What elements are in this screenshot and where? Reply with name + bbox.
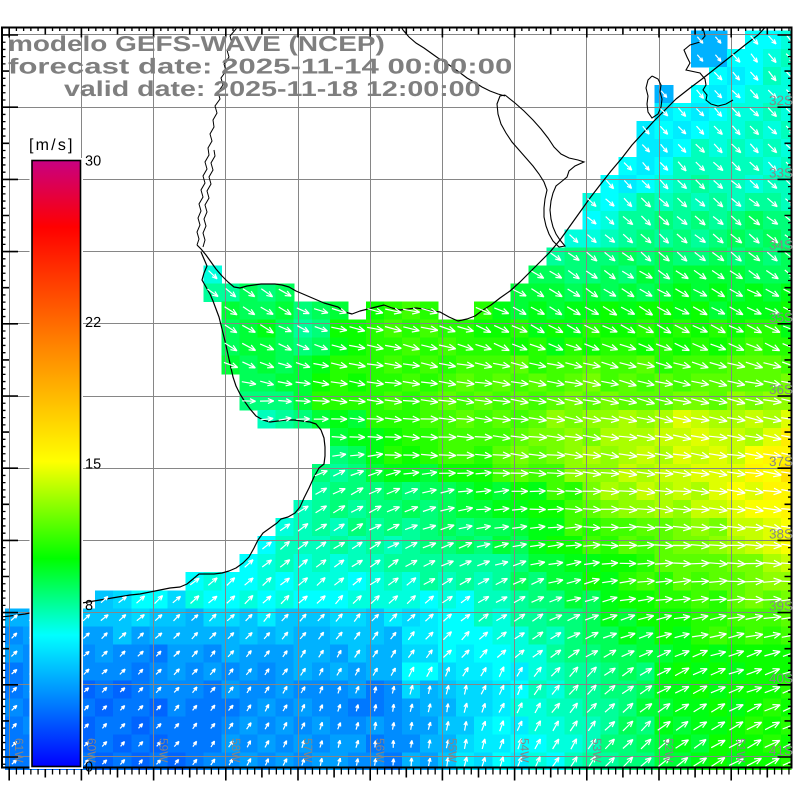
svg-text:51W: 51W: [734, 738, 748, 763]
svg-text:39S: 39S: [769, 599, 793, 614]
svg-text:15: 15: [85, 457, 101, 473]
svg-text:52W: 52W: [662, 738, 676, 763]
svg-text:56W: 56W: [373, 738, 387, 763]
svg-text:8: 8: [85, 598, 93, 614]
svg-text:36S: 36S: [769, 382, 793, 397]
svg-text:34S: 34S: [769, 238, 793, 253]
svg-text:32S: 32S: [769, 93, 793, 108]
svg-text:41S: 41S: [769, 743, 793, 758]
svg-text:58W: 58W: [229, 738, 243, 763]
svg-text:61W: 61W: [12, 738, 26, 763]
svg-text:0: 0: [85, 760, 93, 776]
svg-text:30: 30: [85, 154, 101, 170]
svg-text:59W: 59W: [157, 738, 171, 763]
svg-text:forecast date: 2025-11-14 00:0: forecast date: 2025-11-14 00:00:00: [8, 55, 512, 79]
svg-text:38S: 38S: [769, 526, 793, 541]
svg-text:55W: 55W: [445, 738, 459, 763]
svg-text:54W: 54W: [518, 738, 532, 763]
svg-text:40S: 40S: [769, 671, 793, 686]
svg-text:60W: 60W: [84, 738, 98, 763]
svg-text:modelo GEFS-WAVE (NCEP): modelo GEFS-WAVE (NCEP): [8, 32, 385, 56]
svg-text:22: 22: [85, 315, 101, 331]
svg-text:37S: 37S: [769, 454, 793, 469]
svg-text:33S: 33S: [769, 165, 793, 180]
svg-text:[m/s]: [m/s]: [29, 137, 75, 154]
svg-text:valid date: 2025-11-18 12:00:0: valid date: 2025-11-18 12:00:00: [64, 77, 481, 101]
svg-text:57W: 57W: [301, 738, 315, 763]
svg-text:35S: 35S: [769, 310, 793, 325]
svg-text:53W: 53W: [590, 738, 604, 763]
